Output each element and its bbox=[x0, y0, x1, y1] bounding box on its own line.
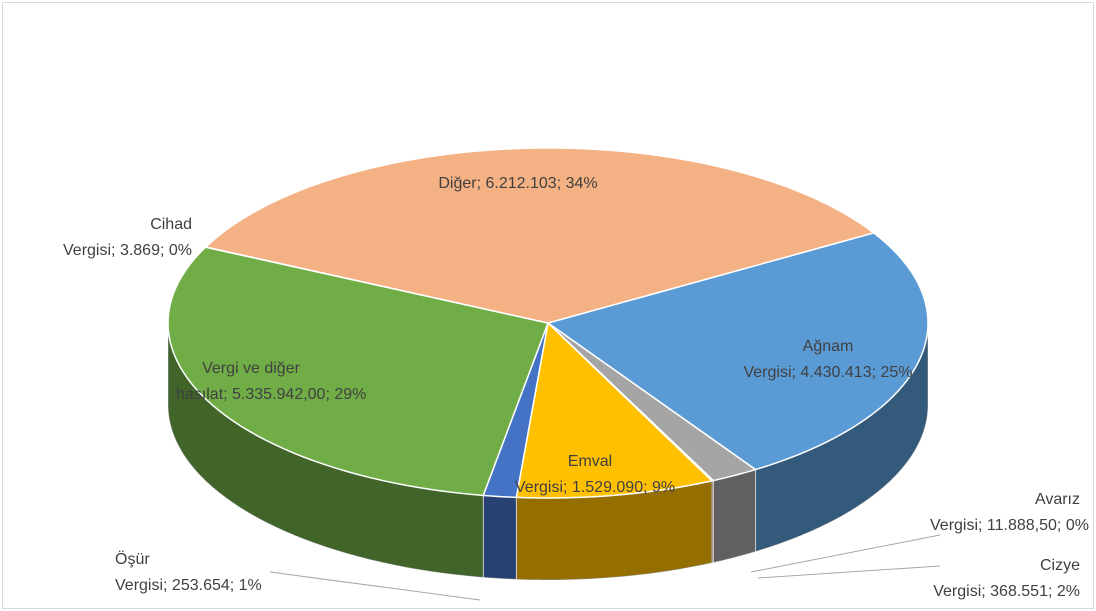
separator: ; bbox=[791, 364, 801, 381]
percent-label: 0% bbox=[1065, 517, 1089, 534]
category-label: Diğer bbox=[438, 175, 477, 192]
separator: ; bbox=[476, 175, 486, 192]
value-label: 3.869 bbox=[119, 242, 160, 259]
data-label: Cizye Vergisi; 368.551; 2% bbox=[930, 553, 1080, 605]
category-label: Ağnam Vergisi bbox=[743, 338, 854, 381]
separator: ; bbox=[111, 242, 120, 259]
percent-label: 25% bbox=[880, 364, 913, 381]
value-label: 11.888,50 bbox=[986, 517, 1057, 534]
data-label: Vergi ve diğer hasılat; 5.335.942,00; 29… bbox=[176, 356, 366, 408]
slice bbox=[167, 246, 550, 497]
category-label: Cizye Vergisi bbox=[933, 557, 1080, 600]
separator: ; bbox=[163, 577, 172, 594]
slice-side-shade bbox=[713, 469, 756, 563]
separator: ; bbox=[556, 175, 566, 192]
percent-label: 0% bbox=[168, 242, 192, 259]
value-label: 253.654 bbox=[171, 577, 230, 594]
separator: ; bbox=[981, 583, 991, 600]
category-label: Avarız Vergisi bbox=[930, 491, 1080, 534]
category-label: Öşür Vergisi bbox=[115, 551, 164, 594]
percent-label: 34% bbox=[565, 175, 598, 192]
slice-side-shade bbox=[168, 323, 484, 578]
slice bbox=[204, 147, 876, 324]
separator: ; bbox=[643, 479, 652, 496]
separator: ; bbox=[1056, 517, 1066, 534]
percent-label: 1% bbox=[238, 577, 262, 594]
leader-line bbox=[750, 534, 941, 573]
value-label: 6.212.103 bbox=[485, 175, 557, 192]
separator: ; bbox=[159, 242, 169, 259]
data-label: Avarız Vergisi; 11.888,50; 0% bbox=[930, 487, 1089, 539]
separator: ; bbox=[563, 479, 572, 496]
percent-label: 9% bbox=[652, 479, 676, 496]
category-label: Vergi ve diğer hasılat bbox=[176, 360, 300, 403]
leader-line bbox=[269, 571, 481, 601]
separator: ; bbox=[871, 364, 881, 381]
separator: ; bbox=[978, 517, 987, 534]
data-label: Emval Vergisi; 1.529.090; 9% bbox=[515, 449, 675, 501]
slice bbox=[515, 321, 714, 499]
data-label: Diğer; 6.212.103; 34% bbox=[438, 171, 598, 197]
slice-side-shade bbox=[483, 495, 517, 580]
data-label: Ağnam Vergisi; 4.430.413; 25% bbox=[743, 334, 913, 386]
percent-label: 2% bbox=[1056, 583, 1080, 600]
separator: ; bbox=[1047, 583, 1057, 600]
value-label: 1.529.090 bbox=[571, 479, 644, 496]
data-label: Cihad Vergisi; 3.869; 0% bbox=[60, 212, 192, 264]
percent-label: 29% bbox=[334, 386, 367, 403]
value-label: 4.430.413 bbox=[800, 364, 872, 381]
category-label: Emval Vergisi bbox=[515, 453, 613, 496]
data-label: Öşür Vergisi; 253.654; 1% bbox=[115, 547, 265, 599]
separator: ; bbox=[325, 386, 335, 403]
separator: ; bbox=[223, 386, 233, 403]
slice-side-shade bbox=[755, 323, 928, 552]
separator: ; bbox=[229, 577, 239, 594]
category-label: Cihad Vergisi bbox=[63, 216, 192, 259]
slice-side-shade bbox=[516, 480, 712, 580]
value-label: 5.335.942,00 bbox=[232, 386, 326, 403]
slice bbox=[546, 232, 929, 471]
leader-line bbox=[757, 565, 941, 579]
value-label: 368.551 bbox=[990, 583, 1048, 600]
